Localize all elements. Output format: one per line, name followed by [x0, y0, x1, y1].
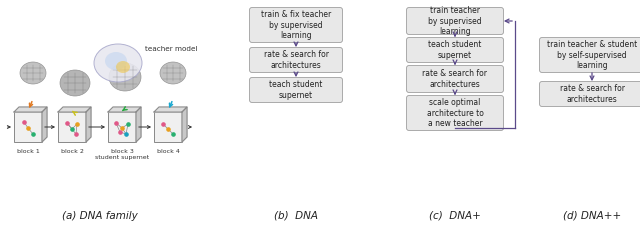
- Text: block 4: block 4: [157, 149, 179, 154]
- FancyBboxPatch shape: [406, 66, 504, 93]
- FancyBboxPatch shape: [250, 47, 342, 73]
- Text: teach student
supernet: teach student supernet: [269, 80, 323, 100]
- Text: teach student
supernet: teach student supernet: [428, 40, 482, 60]
- Ellipse shape: [109, 63, 141, 91]
- Text: train teacher & student
by self-supervised
learning: train teacher & student by self-supervis…: [547, 40, 637, 70]
- Text: block 3
student supernet: block 3 student supernet: [95, 149, 149, 160]
- Text: scale optimal
architecture to
a new teacher: scale optimal architecture to a new teac…: [427, 98, 483, 128]
- Polygon shape: [136, 107, 141, 142]
- Ellipse shape: [105, 52, 127, 70]
- Text: teacher model: teacher model: [145, 46, 198, 52]
- Text: train & fix teacher
by supervised
learning: train & fix teacher by supervised learni…: [261, 10, 331, 40]
- FancyBboxPatch shape: [406, 38, 504, 63]
- Ellipse shape: [160, 62, 186, 84]
- Polygon shape: [182, 107, 187, 142]
- FancyBboxPatch shape: [250, 78, 342, 102]
- Text: rate & search for
architectures: rate & search for architectures: [559, 84, 625, 104]
- Bar: [58, 112, 86, 142]
- Polygon shape: [154, 107, 187, 112]
- FancyBboxPatch shape: [540, 82, 640, 106]
- Text: block 1: block 1: [17, 149, 40, 154]
- Ellipse shape: [20, 62, 46, 84]
- Bar: [108, 112, 136, 142]
- Polygon shape: [42, 107, 47, 142]
- Polygon shape: [86, 107, 91, 142]
- Text: train teacher
by supervised
learning: train teacher by supervised learning: [428, 6, 482, 36]
- FancyBboxPatch shape: [250, 8, 342, 43]
- Polygon shape: [58, 107, 91, 112]
- Text: (d) DNA++: (d) DNA++: [563, 211, 621, 221]
- FancyBboxPatch shape: [406, 95, 504, 130]
- FancyBboxPatch shape: [406, 8, 504, 35]
- Ellipse shape: [60, 70, 90, 96]
- Ellipse shape: [116, 61, 130, 73]
- Text: rate & search for
architectures: rate & search for architectures: [264, 50, 328, 70]
- Text: rate & search for
architectures: rate & search for architectures: [422, 69, 488, 89]
- Text: block 2: block 2: [61, 149, 83, 154]
- Polygon shape: [14, 107, 47, 112]
- FancyBboxPatch shape: [540, 38, 640, 73]
- Text: (c)  DNA+: (c) DNA+: [429, 211, 481, 221]
- Bar: [154, 112, 182, 142]
- Text: (b)  DNA: (b) DNA: [274, 211, 318, 221]
- Polygon shape: [108, 107, 141, 112]
- Bar: [14, 112, 42, 142]
- Text: (a) DNA family: (a) DNA family: [62, 211, 138, 221]
- Ellipse shape: [94, 44, 142, 82]
